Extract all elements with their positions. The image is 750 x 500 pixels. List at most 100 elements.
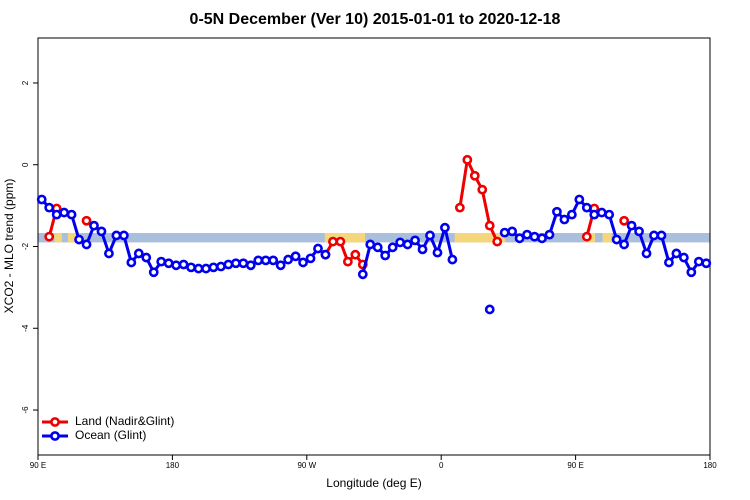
- data-point: [477, 184, 488, 195]
- data-point: [186, 262, 196, 273]
- data-point: [238, 258, 249, 269]
- data-point: [126, 257, 137, 268]
- data-point: [410, 235, 420, 246]
- band-highlight: [324, 233, 366, 243]
- y-tick-label: -6: [21, 406, 30, 414]
- data-point: [163, 258, 174, 269]
- data-point: [208, 262, 219, 273]
- data-point: [148, 267, 159, 278]
- reference-band: [38, 233, 710, 243]
- legend-label: Land (Nadir&Glint): [75, 414, 174, 428]
- band-highlight: [602, 233, 612, 243]
- data-point: [313, 243, 323, 254]
- data-point: [96, 226, 107, 237]
- data-point: [193, 263, 204, 274]
- data-point: [484, 304, 495, 315]
- data-point: [402, 239, 413, 250]
- data-point: [589, 209, 600, 220]
- data-point: [678, 252, 689, 263]
- data-point: [44, 202, 55, 213]
- data-point: [432, 247, 443, 258]
- legend-marker: [50, 417, 60, 427]
- data-point: [664, 257, 674, 268]
- data-point: [372, 242, 383, 253]
- data-point: [425, 230, 435, 241]
- data-point: [537, 233, 547, 244]
- y-tick-label: 2: [21, 80, 30, 85]
- data-point: [581, 231, 592, 242]
- y-tick-label: -2: [21, 242, 30, 250]
- data-point: [671, 248, 682, 259]
- data-point: [283, 254, 294, 265]
- data-point: [133, 248, 144, 259]
- band-highlight: [454, 233, 506, 243]
- x-tick-label: 180: [166, 461, 180, 470]
- data-point: [544, 229, 555, 240]
- data-point: [275, 260, 286, 271]
- data-point: [514, 233, 525, 244]
- series-line: [49, 160, 624, 265]
- data-point: [566, 209, 577, 220]
- data-point: [387, 242, 398, 253]
- data-point: [230, 258, 241, 269]
- data-point: [559, 214, 570, 225]
- x-axis-label: Longitude (deg E): [326, 476, 421, 490]
- data-point: [596, 207, 607, 218]
- data-point: [626, 220, 637, 231]
- data-point: [81, 239, 92, 250]
- data-point: [619, 239, 630, 250]
- data-point: [350, 249, 361, 260]
- data-point: [701, 258, 712, 269]
- y-tick-label: -4: [21, 324, 30, 332]
- data-point: [305, 253, 316, 264]
- data-point: [118, 230, 129, 241]
- data-point: [693, 256, 704, 267]
- data-point: [522, 229, 532, 240]
- data-point: [634, 226, 644, 237]
- data-point: [81, 215, 92, 226]
- data-point: [51, 209, 62, 220]
- data-point: [365, 239, 376, 250]
- x-tick-label: 90 W: [297, 461, 316, 470]
- y-tick-label: 0: [21, 162, 30, 167]
- data-point: [492, 236, 503, 247]
- data-point: [245, 260, 256, 271]
- data-point: [335, 236, 346, 247]
- data-point: [328, 236, 338, 247]
- data-point: [216, 261, 226, 272]
- data-point: [619, 215, 630, 226]
- x-tick-label: 0: [439, 461, 444, 470]
- data-point: [686, 267, 697, 278]
- y-axis-label: XCO2 - MLO trend (ppm): [2, 179, 16, 314]
- data-point: [604, 209, 615, 220]
- legend-label: Ocean (Glint): [75, 428, 146, 442]
- data-point: [36, 194, 47, 205]
- band-highlight: [67, 233, 80, 243]
- data-point: [223, 259, 234, 270]
- band-highlight: [54, 233, 62, 243]
- data-point: [417, 244, 428, 255]
- data-point: [656, 230, 667, 241]
- data-point: [66, 209, 77, 220]
- data-point: [141, 252, 152, 263]
- data-point: [574, 194, 585, 205]
- data-point: [440, 222, 450, 233]
- data-point: [552, 206, 562, 217]
- data-point: [104, 248, 114, 259]
- data-point: [507, 226, 518, 237]
- data-point: [59, 207, 70, 218]
- x-tick-label: 90 E: [30, 461, 46, 470]
- data-point: [89, 220, 99, 231]
- data-point: [171, 260, 182, 271]
- data-point: [484, 220, 495, 231]
- data-point: [581, 202, 592, 213]
- data-point: [74, 234, 84, 245]
- data-point: [529, 231, 540, 242]
- data-point: [178, 259, 189, 270]
- data-point: [298, 257, 308, 268]
- data-point: [44, 231, 55, 242]
- data-point: [454, 202, 465, 213]
- data-point: [320, 249, 331, 260]
- data-point: [649, 230, 659, 241]
